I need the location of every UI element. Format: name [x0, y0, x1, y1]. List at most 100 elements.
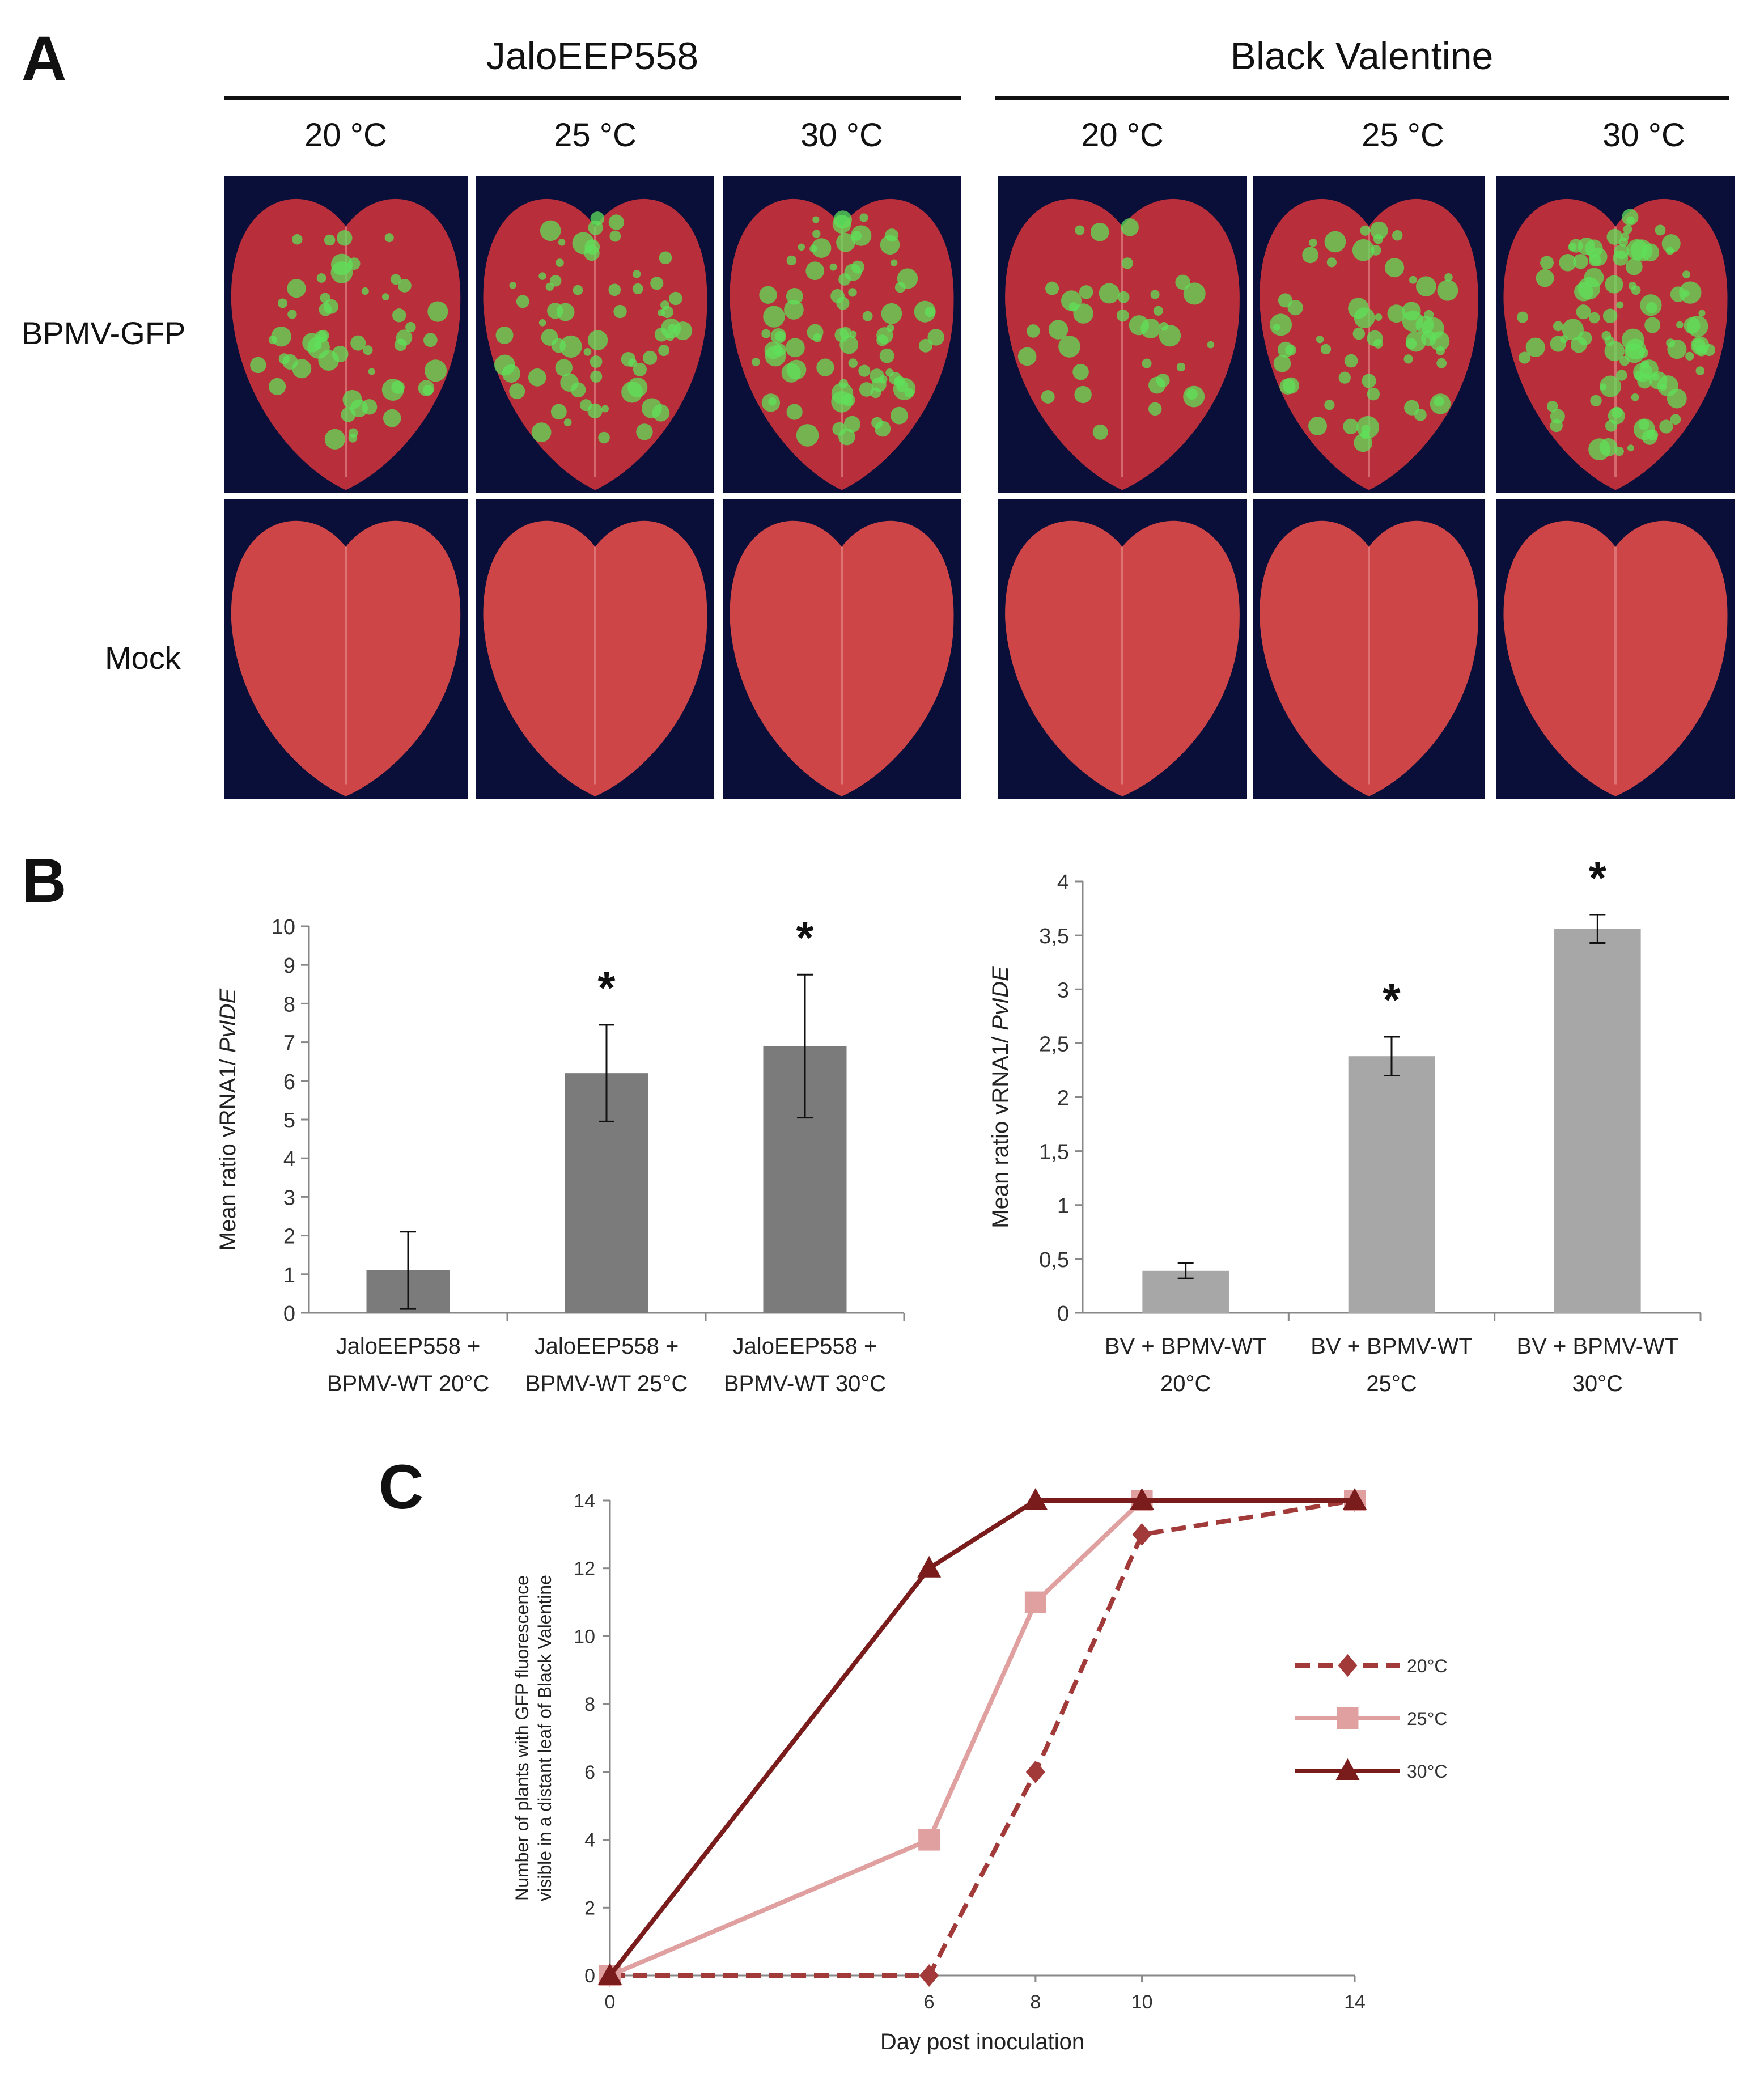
data-point [1024, 1591, 1046, 1613]
significance-star: * [1383, 974, 1401, 1025]
y-axis-label: Mean ratio vRNA1/ PvIDE [988, 965, 1013, 1228]
y-tick-label: 2 [1057, 1087, 1069, 1110]
category-label: BPMV-WT 30°C [724, 1371, 886, 1396]
legend-marker [1338, 1654, 1358, 1677]
legend-label: 25°C [1407, 1709, 1448, 1729]
leaf-photo-mock-5 [1253, 499, 1485, 799]
legend-label: 30°C [1407, 1761, 1448, 1782]
y-tick-label: 1 [283, 1264, 295, 1287]
data-point [1025, 1760, 1045, 1783]
panel-c-letter: C [379, 1452, 424, 1522]
data-point [918, 1829, 940, 1851]
y-tick-label: 0 [283, 1302, 295, 1326]
y-axis-label: Number of plants with GFP fluorescence [512, 1575, 532, 1901]
bar-3 [1554, 929, 1641, 1313]
leaf-photo-mock-2 [476, 499, 714, 799]
y-tick-label: 1,5 [1039, 1141, 1069, 1164]
y-tick-label: 10 [574, 1626, 595, 1647]
y-tick-label: 2 [283, 1225, 295, 1249]
legend-label: 20°C [1407, 1656, 1448, 1676]
line-chart-gfp-spread: 0 2 4 6 8 10 12 14 0 6 8 10 14 Day post inoculation Nu… [512, 1488, 1448, 2054]
y-tick-label: 0,5 [1039, 1248, 1069, 1272]
group-title-jalo: JaloEEP558 [486, 35, 699, 78]
y-tick-label: 14 [574, 1490, 595, 1512]
leaf-photo-infected-4 [998, 176, 1247, 493]
category-label: JaloEEP558 + [535, 1334, 679, 1359]
series-line-30°C [608, 1498, 1355, 1977]
data-point [598, 1963, 622, 1985]
y-tick-label: 3 [1057, 978, 1069, 1002]
category-label: 25°C [1366, 1371, 1417, 1396]
row-label-mock: Mock [105, 640, 181, 676]
category-label: BV + BPMV-WT [1517, 1334, 1679, 1359]
y-tick-label: 7 [283, 1032, 295, 1056]
bar-chart-jalo: 0 1 2 3 4 5 6 7 8 9 10 Mean ratio vRNA1/ PvIDE JaloE… [215, 912, 905, 1396]
category-label: BV + BPMV-WT [1105, 1334, 1267, 1359]
leaf-photo-mock-4 [998, 499, 1247, 799]
y-tick-label: 6 [584, 1762, 595, 1783]
category-label: 20°C [1160, 1371, 1211, 1396]
y-tick-label: 4 [283, 1147, 295, 1171]
legend-marker [1335, 1758, 1360, 1780]
significance-star: * [796, 912, 814, 963]
significance-star: * [597, 963, 616, 1013]
x-tick-label: 10 [1131, 1991, 1153, 2013]
y-tick-label: 12 [574, 1558, 595, 1580]
series-line-20°C [610, 1498, 1355, 1978]
data-point [1132, 1523, 1152, 1546]
y-tick-label: 0 [584, 1965, 595, 1987]
temp-label-jalo-20: 20 °C [304, 117, 387, 154]
x-tick-label: 14 [1344, 1991, 1366, 2013]
x-tick-label: 0 [605, 1991, 616, 2013]
leaf-photo-infected-6 [1496, 176, 1735, 493]
y-tick-label: 4 [1057, 871, 1069, 895]
panel-b-letter: B [22, 846, 67, 915]
series-line-25°C [609, 1498, 1355, 1978]
temp-label-jalo-30: 30 °C [800, 117, 883, 154]
legend-marker [1337, 1707, 1359, 1729]
bar-chart-bv: 0 0,5 1 1,5 2 2,5 3 3,5 4 Mean ratio vRNA1/ PvIDE… [988, 853, 1702, 1396]
temp-label-jalo-25: 25 °C [554, 117, 637, 154]
panel-a-letter: A [22, 24, 67, 94]
x-tick-label: 8 [1030, 1991, 1041, 2013]
leaf-photo-infected-5 [1253, 176, 1485, 493]
x-tick-label: 6 [924, 1991, 935, 2013]
category-label: BPMV-WT 25°C [525, 1371, 688, 1396]
temp-label-bv-20: 20 °C [1081, 117, 1164, 154]
temp-label-bv-25: 25 °C [1362, 117, 1444, 154]
leaf-photo-mock-6 [1496, 499, 1735, 799]
data-point [919, 1964, 939, 1987]
y-tick-label: 3 [283, 1186, 295, 1210]
category-label: BPMV-WT 20°C [327, 1371, 489, 1396]
group-rule-bv [995, 96, 1729, 100]
y-tick-label: 9 [283, 954, 295, 978]
y-tick-label: 0 [1057, 1302, 1069, 1326]
y-tick-label: 1 [1057, 1194, 1069, 1218]
data-point [1130, 1488, 1154, 1510]
y-tick-label: 8 [283, 993, 295, 1016]
data-point [1023, 1488, 1048, 1510]
category-label: JaloEEP558 + [336, 1334, 481, 1359]
bar-2 [1348, 1056, 1435, 1313]
y-tick-label: 8 [584, 1694, 595, 1715]
group-rule-jalo [224, 96, 961, 100]
y-tick-label: 5 [283, 1109, 295, 1133]
data-point [917, 1555, 942, 1578]
y-tick-label: 10 [272, 915, 295, 939]
group-title-bv: Black Valentine [1230, 35, 1494, 78]
category-label: BV + BPMV-WT [1311, 1334, 1473, 1359]
category-label: JaloEEP558 + [733, 1334, 877, 1359]
y-axis-label: Mean ratio vRNA1/ PvIDE [215, 987, 240, 1251]
leaf-photo-infected-2 [476, 176, 714, 493]
data-point [1343, 1488, 1367, 1510]
row-label-bpmv-gfp: BPMV-GFP [22, 315, 186, 351]
y-tick-label: 4 [584, 1830, 595, 1851]
y-axis-label: visible in a distant leaf of Black Valen… [535, 1575, 555, 1901]
temp-label-bv-30: 30 °C [1602, 117, 1685, 154]
y-tick-label: 2,5 [1039, 1032, 1069, 1056]
y-tick-label: 2 [584, 1897, 595, 1919]
leaf-photo-infected-3 [723, 176, 961, 493]
x-axis-label: Day post inoculation [880, 2029, 1084, 2054]
significance-star: * [1589, 853, 1607, 903]
leaf-photo-infected-1 [224, 176, 468, 493]
